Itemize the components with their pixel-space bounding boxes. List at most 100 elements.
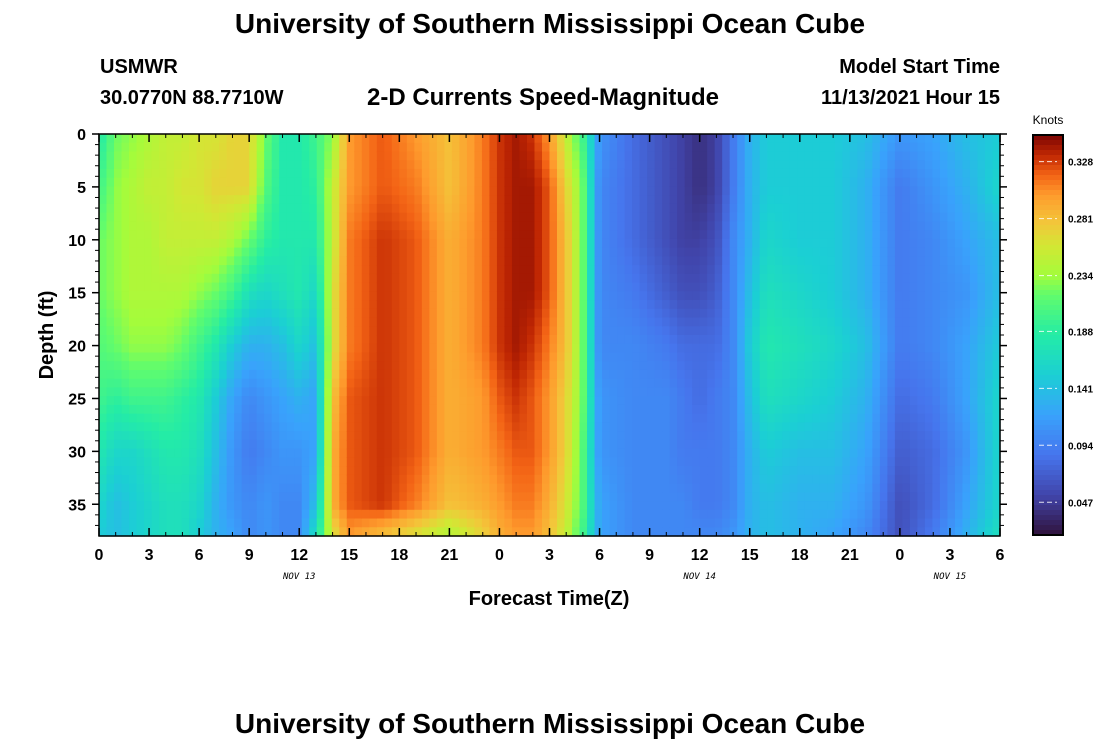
heatmap-cell bbox=[286, 387, 295, 397]
heatmap-cell bbox=[834, 238, 843, 249]
heatmap-cell bbox=[129, 317, 138, 327]
heatmap-cell bbox=[136, 439, 145, 450]
heatmap-cell bbox=[384, 238, 393, 249]
heatmap-cell bbox=[361, 343, 370, 354]
heatmap-cell bbox=[714, 142, 723, 153]
heatmap-cell bbox=[526, 439, 536, 450]
heatmap-cell bbox=[557, 317, 566, 327]
heatmap-cell bbox=[654, 291, 663, 301]
heatmap-cell bbox=[106, 404, 115, 415]
heatmap-cell bbox=[819, 186, 828, 196]
heatmap-cell bbox=[864, 291, 873, 301]
heatmap-cell bbox=[534, 396, 543, 406]
heatmap-cell bbox=[361, 308, 370, 319]
heatmap-cell bbox=[857, 142, 866, 153]
heatmap-cell bbox=[707, 168, 716, 179]
heatmap-cell bbox=[166, 518, 175, 528]
heatmap-cell bbox=[496, 203, 506, 214]
heatmap-cell bbox=[399, 396, 408, 406]
heatmap-cell bbox=[714, 518, 723, 528]
heatmap-cell bbox=[849, 431, 858, 441]
heatmap-cell bbox=[564, 195, 573, 205]
heatmap-cell bbox=[541, 509, 551, 520]
heatmap-cell bbox=[444, 518, 453, 528]
heatmap-cell bbox=[219, 177, 228, 188]
heatmap-cell bbox=[384, 527, 393, 537]
heatmap-cell bbox=[429, 396, 438, 406]
heatmap-cell bbox=[797, 221, 806, 231]
heatmap-cell bbox=[842, 177, 851, 188]
heatmap-cell bbox=[271, 326, 280, 336]
heatmap-cell bbox=[331, 238, 340, 249]
heatmap-cell bbox=[887, 466, 896, 476]
heatmap-cell bbox=[872, 387, 881, 397]
heatmap-cell bbox=[459, 518, 468, 528]
heatmap-cell bbox=[421, 221, 430, 231]
heatmap-cell bbox=[264, 186, 273, 196]
heatmap-cell bbox=[106, 308, 115, 319]
heatmap-cell bbox=[557, 203, 566, 214]
heatmap-cell bbox=[902, 439, 911, 450]
heatmap-cell bbox=[737, 518, 746, 528]
heatmap-cell bbox=[466, 439, 476, 450]
heatmap-cell bbox=[369, 404, 378, 415]
heatmap-cell bbox=[639, 142, 648, 153]
heatmap-cell bbox=[564, 527, 573, 537]
heatmap-cell bbox=[429, 483, 438, 493]
heatmap-cell bbox=[129, 134, 138, 144]
heatmap-cell bbox=[279, 492, 288, 502]
heatmap-cell bbox=[399, 492, 408, 502]
heatmap-cell bbox=[872, 492, 881, 502]
heatmap-cell bbox=[752, 483, 761, 493]
heatmap-cell bbox=[594, 343, 603, 354]
heatmap-cell bbox=[729, 369, 738, 380]
heatmap-cell bbox=[466, 238, 476, 249]
heatmap-cell bbox=[677, 448, 686, 458]
heatmap-cell bbox=[241, 195, 250, 205]
heatmap-cell bbox=[159, 378, 168, 389]
heatmap-cell bbox=[136, 221, 145, 231]
heatmap-cell bbox=[106, 326, 115, 336]
heatmap-cell bbox=[564, 343, 573, 354]
heatmap-cell bbox=[166, 501, 175, 511]
heatmap-cell bbox=[99, 492, 108, 502]
heatmap-cell bbox=[744, 160, 753, 170]
heatmap-cell bbox=[354, 387, 363, 397]
heatmap-cell bbox=[526, 527, 536, 537]
heatmap-cell bbox=[121, 413, 130, 423]
heatmap-cell bbox=[572, 273, 581, 284]
heatmap-cell bbox=[519, 483, 528, 493]
heatmap-cell bbox=[504, 221, 513, 231]
heatmap-cell bbox=[759, 256, 768, 266]
heatmap-cell bbox=[399, 413, 408, 423]
heatmap-cell bbox=[211, 247, 220, 257]
heatmap-cell bbox=[722, 195, 731, 205]
heatmap-cell bbox=[834, 518, 843, 528]
heatmap-cell bbox=[872, 282, 881, 292]
heatmap-cell bbox=[774, 404, 783, 415]
heatmap-cell bbox=[624, 326, 633, 336]
heatmap-cell bbox=[654, 238, 663, 249]
heatmap-cell bbox=[384, 387, 393, 397]
heatmap-cell bbox=[744, 247, 753, 257]
heatmap-cell bbox=[399, 343, 408, 354]
heatmap-cell bbox=[774, 168, 783, 179]
heatmap-cell bbox=[234, 168, 243, 179]
heatmap-cell bbox=[384, 439, 393, 450]
heatmap-cell bbox=[144, 457, 153, 467]
heatmap-cell bbox=[249, 413, 258, 423]
heatmap-cell bbox=[737, 466, 746, 476]
heatmap-cell bbox=[894, 265, 903, 275]
heatmap-cell bbox=[887, 457, 896, 467]
heatmap-cell bbox=[324, 300, 333, 310]
heatmap-cell bbox=[399, 160, 408, 170]
heatmap-cell bbox=[421, 439, 430, 450]
heatmap-cell bbox=[444, 413, 453, 423]
heatmap-cell bbox=[842, 448, 851, 458]
heatmap-cell bbox=[662, 431, 671, 441]
heatmap-cell bbox=[474, 317, 483, 327]
heatmap-cell bbox=[339, 186, 348, 196]
heatmap-cell bbox=[864, 527, 873, 537]
heatmap-cell bbox=[339, 317, 348, 327]
heatmap-cell bbox=[376, 195, 385, 205]
